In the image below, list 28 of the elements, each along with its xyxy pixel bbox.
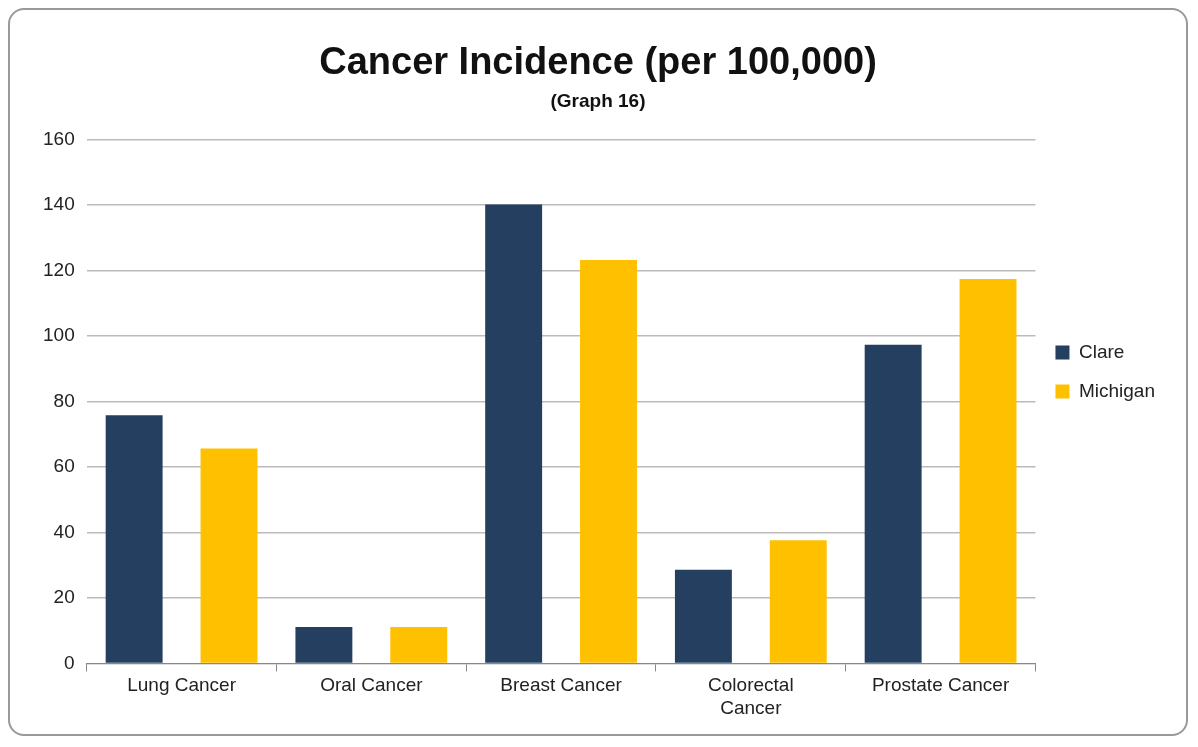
bar bbox=[580, 259, 637, 663]
y-tick-label: 60 bbox=[53, 455, 75, 477]
chart-subtitle: (Graph 16) bbox=[550, 90, 646, 112]
legend-label: Clare bbox=[1078, 340, 1125, 362]
bar bbox=[390, 627, 448, 663]
bar bbox=[200, 448, 258, 663]
bar bbox=[959, 278, 1017, 663]
chart-title: Cancer Incidence (per 100,000) bbox=[319, 40, 877, 83]
y-tick-label: 80 bbox=[53, 389, 75, 411]
bar bbox=[769, 540, 827, 663]
y-tick-label: 40 bbox=[53, 520, 75, 542]
y-tick-label: 0 bbox=[64, 651, 75, 673]
y-tick-label: 160 bbox=[43, 127, 75, 149]
y-tick-label: 100 bbox=[43, 324, 75, 346]
bar bbox=[864, 344, 922, 663]
y-tick-label: 140 bbox=[43, 193, 75, 215]
x-tick-label: Breast Cancer bbox=[500, 674, 623, 696]
x-tick-label: Colorectal Cancer bbox=[708, 674, 794, 718]
legend-label: Michigan bbox=[1078, 379, 1156, 401]
x-tick-label: Oral Cancer bbox=[320, 674, 424, 696]
y-tick-label: 120 bbox=[43, 258, 75, 280]
bar bbox=[295, 627, 353, 663]
bar bbox=[105, 415, 163, 663]
bar bbox=[485, 204, 543, 663]
y-tick-label: 20 bbox=[53, 586, 75, 608]
x-tick-label: Prostate Cancer bbox=[871, 674, 1010, 696]
bar bbox=[674, 569, 732, 663]
x-tick-label: Lung Cancer bbox=[127, 674, 237, 696]
